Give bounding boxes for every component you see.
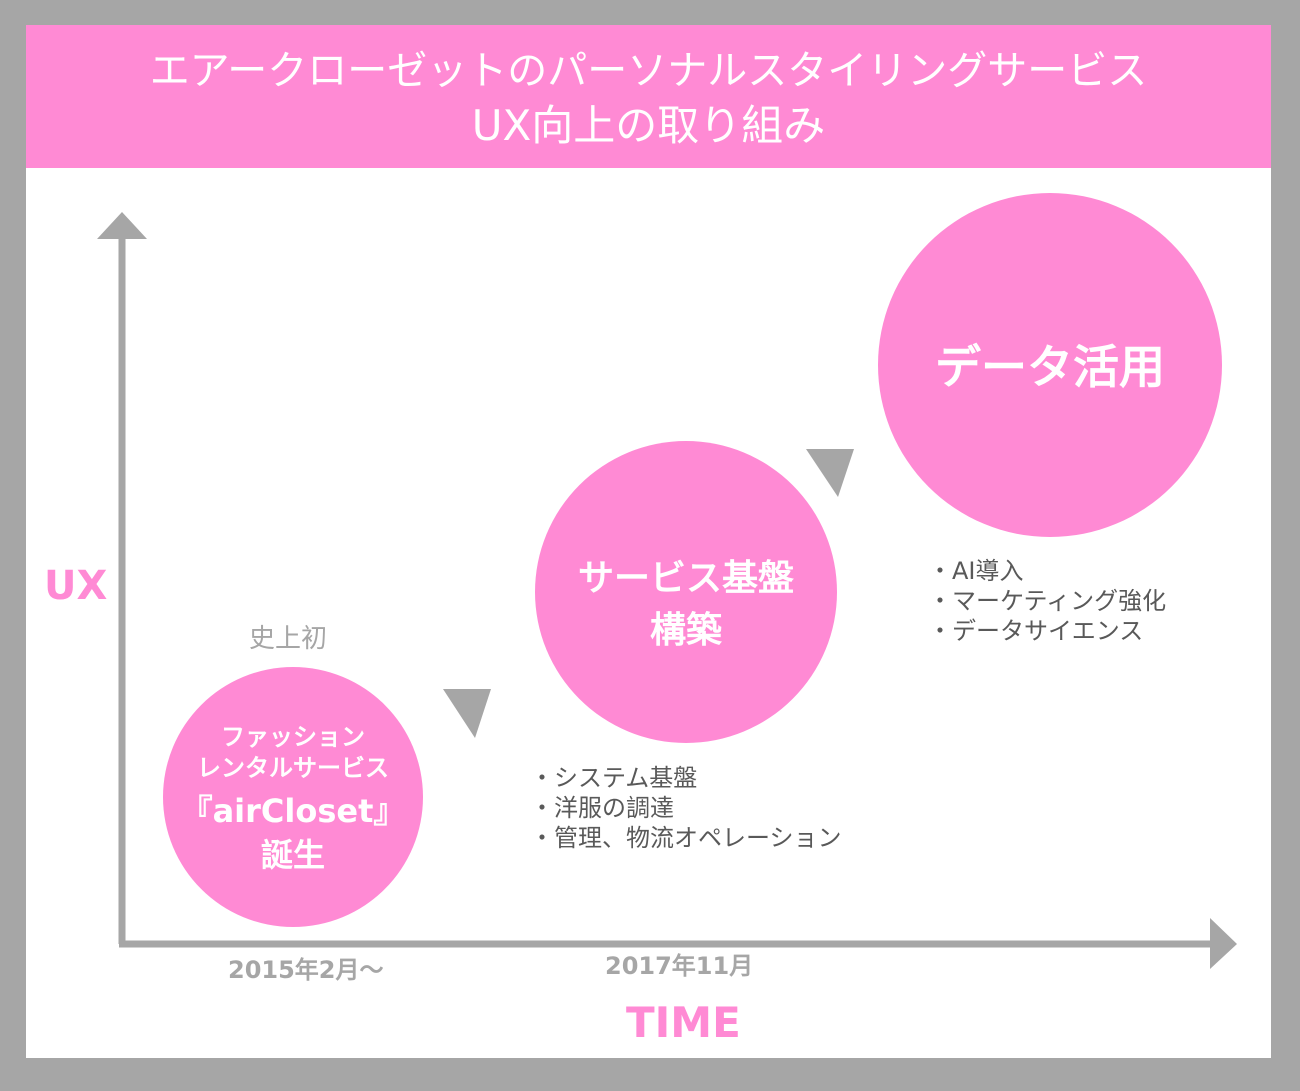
stage-1-line-4: 誕生 [260, 836, 325, 874]
stage-3-bullet: ・マーケティング強化 [928, 587, 1167, 615]
progress-arrow-2 [806, 449, 854, 497]
x-axis-label: TIME [626, 998, 741, 1047]
stage-2-bullet: ・洋服の調達 [530, 794, 674, 822]
stage-1-line-1: ファッション [221, 723, 365, 751]
stage-2-bullet: ・システム基盤 [530, 764, 698, 792]
x-axis-arrowhead [1210, 918, 1237, 969]
stage-3-line-1: データ活用 [935, 340, 1165, 394]
stage-2-line-1: サービス基盤 [577, 558, 794, 599]
stage-2-line-2: 構築 [649, 610, 722, 651]
header-banner: エアークローゼットのパーソナルスタイリングサービス UX向上の取り組み [26, 25, 1271, 168]
y-axis-label: UX [44, 563, 108, 609]
stage-3-bullet: ・AI導入 [928, 557, 1024, 585]
stage-1-caption: 史上初 [249, 624, 328, 654]
progress-arrow-1 [443, 689, 491, 738]
title-line-1: エアークローゼットのパーソナルスタイリングサービス [149, 48, 1148, 94]
stage-3-circle: データ活用 [878, 193, 1222, 537]
stage-1-line-2: レンタルサービス [197, 754, 389, 782]
stage-1-line-3: 『airCloset』 [180, 792, 406, 830]
title-line-2: UX向上の取り組み [471, 101, 826, 150]
stage-3-bullet: ・データサイエンス [928, 617, 1144, 645]
y-axis-arrowhead [97, 212, 147, 239]
stage-2-circle: サービス基盤 構築 [535, 441, 837, 743]
stage-3-bullets: ・AI導入 ・マーケティング強化 ・データサイエンス [928, 556, 1166, 646]
stage-1-circle: ファッション レンタルサービス 『airCloset』 誕生 [163, 667, 423, 927]
stage-2-bullet: ・管理、物流オペレーション [530, 824, 842, 852]
stage-2-bullets: ・システム基盤 ・洋服の調達 ・管理、物流オペレーション [530, 763, 842, 853]
date-label-2015: 2015年2月～ [228, 956, 384, 984]
date-label-2017: 2017年11月 [605, 952, 754, 980]
